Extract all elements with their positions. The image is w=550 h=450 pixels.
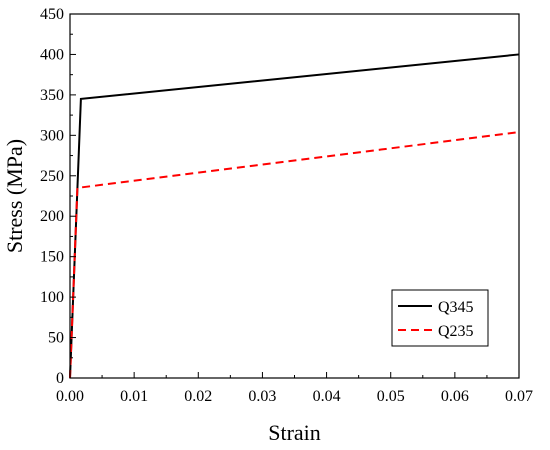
series-line-q235 [69, 131, 520, 379]
y-tick-label: 150 [40, 249, 64, 266]
legend-label-q235: Q235 [438, 323, 474, 340]
y-tick-label: 250 [40, 168, 64, 185]
x-tick-label: 0.03 [248, 388, 276, 405]
y-tick-label: 200 [40, 208, 64, 225]
x-tick-label: 0.02 [184, 388, 212, 405]
ticks-layer: 0.00 0.01 0.02 0.03 0.04 0.05 0.06 0.07 0 50 100 15… [40, 6, 533, 405]
y-tick-label: 350 [40, 87, 64, 104]
y-tick-label: 0 [56, 370, 64, 387]
y-tick-label: 400 [40, 46, 64, 63]
series-layer [69, 53, 520, 379]
legend-box [391, 289, 489, 347]
y-tick-label: 450 [40, 6, 64, 23]
legend: Q345 Q235 [391, 289, 489, 347]
x-tick-label: 0.07 [505, 388, 533, 405]
y-tick-label: 100 [40, 289, 64, 306]
x-tick-label: 0.00 [56, 388, 84, 405]
y-axis-title: Stress (MPa) [2, 139, 27, 253]
x-tick-label: 0.06 [441, 388, 469, 405]
legend-label-q345: Q345 [438, 299, 474, 316]
x-tick-label: 0.05 [377, 388, 405, 405]
y-tick-label: 300 [40, 127, 64, 144]
x-axis-title: Strain [268, 420, 321, 445]
x-tick-label: 0.04 [313, 388, 341, 405]
y-tick-label: 50 [48, 330, 64, 347]
x-tick-label: 0.01 [120, 388, 148, 405]
